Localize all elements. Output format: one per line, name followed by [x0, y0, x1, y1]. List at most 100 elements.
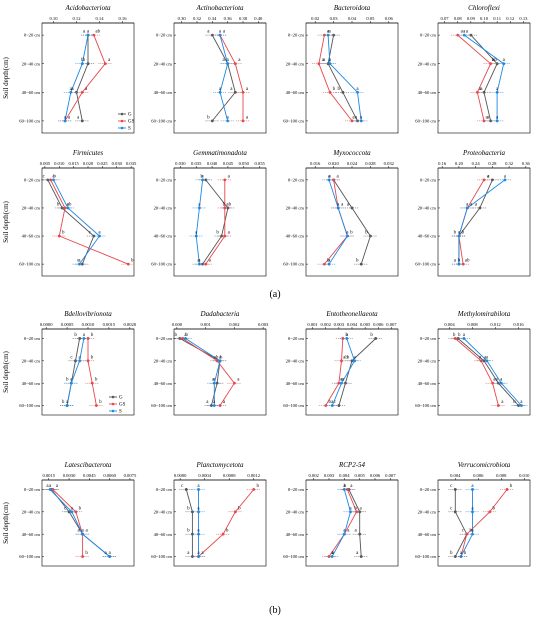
plot-frame [305, 479, 399, 567]
x-tick-label: 0.008 [496, 473, 507, 478]
significance-letter: b [346, 333, 349, 338]
data-point-gs [223, 206, 227, 210]
significance-letter: a [471, 506, 474, 511]
significance-letter: b [185, 333, 188, 338]
panel-chloroflexi: Chloroflexi 0.07 0.08 0.09 0.10 0.11 0.12 0.13 0… [415, 4, 531, 134]
data-point-s [218, 90, 222, 94]
data-point-g [482, 90, 486, 94]
data-point-s [201, 178, 204, 182]
data-point-g [220, 234, 223, 238]
significance-letter: a [485, 115, 488, 120]
significance-letter: b [492, 58, 495, 63]
data-point-g [80, 119, 84, 123]
y-tick-label: 0~20 cm [156, 177, 173, 182]
significance-letter: a [487, 115, 490, 120]
data-point-s [327, 262, 331, 266]
significance-letter: a [219, 87, 222, 92]
panel-title: Verrucomicrobiota [458, 461, 511, 469]
data-point-g [369, 234, 372, 238]
significance-letter: a [356, 551, 359, 556]
series-line-s [328, 179, 348, 265]
series-line-s [464, 34, 505, 121]
significance-letter: a [336, 174, 339, 179]
y-tick-label: 0~20 cm [420, 336, 437, 341]
y-tick-label: 20~40 cm [22, 509, 41, 514]
data-point-s [108, 555, 112, 558]
significance-letter: a [454, 259, 457, 264]
significance-letter: b [464, 551, 467, 556]
significance-letter: b [99, 400, 102, 405]
significance-letter: a [504, 174, 507, 179]
data-point-g [92, 234, 96, 238]
panel-myxococcota: Myxococcota 0.016 0.020 0.024 0.028 0.032 0~20… [283, 149, 399, 277]
panel-title: Actinobacteriota [195, 4, 244, 12]
x-tick-label: 0.035 [126, 161, 137, 166]
significance-letter: b [365, 231, 368, 236]
plot-frame [437, 167, 531, 277]
data-point-gs [479, 359, 483, 363]
y-tick-label: 0~20 cm [24, 177, 41, 182]
x-tick-label: 0.002 [321, 322, 332, 327]
x-tick-label: 0.032 [384, 161, 395, 166]
data-point-s [82, 337, 86, 340]
significance-letter: a [458, 231, 461, 236]
x-tick-label: 0.32 [193, 16, 202, 21]
data-point-s [194, 234, 198, 238]
significance-letter: a [197, 484, 200, 489]
significance-letter: a [327, 30, 330, 35]
x-tick-label: 0.24 [472, 161, 481, 166]
series-line-gs [205, 179, 226, 265]
significance-letter: a [246, 115, 249, 120]
x-tick-label: 0.028 [365, 161, 376, 166]
data-point-s [462, 337, 466, 340]
x-tick-label: 0.001 [200, 322, 211, 327]
data-point-gs [482, 119, 486, 123]
data-point-g [358, 532, 362, 536]
significance-letter: a [68, 115, 71, 120]
data-point-gs [223, 234, 227, 238]
y-axis-title: Soil depth(cm) [2, 56, 10, 98]
x-tick-label: 0.32 [505, 161, 514, 166]
panel-title: Latescibacterota [64, 461, 112, 469]
significance-letter: ab [67, 202, 72, 207]
y-tick-label: 20~40 cm [22, 206, 41, 211]
series-line-s [331, 489, 351, 557]
x-tick-label: 0.045 [223, 161, 234, 166]
significance-letter: a [83, 333, 86, 338]
panel-title: Gemmatimonadota [193, 149, 247, 157]
x-tick-label: 0.016 [513, 322, 524, 327]
data-point-s [503, 178, 507, 182]
data-point-g [350, 206, 354, 210]
data-point-gs [233, 510, 237, 514]
series-line-g [47, 179, 95, 265]
x-tick-label: 0.004 [339, 473, 350, 478]
y-axis-title: Soil depth(cm) [2, 200, 10, 242]
series-line-g [327, 35, 358, 122]
significance-letter: c [43, 174, 46, 179]
significance-letter: a [212, 378, 215, 383]
y-tick-label: 40~60 cm [154, 90, 173, 95]
data-point-s [326, 33, 330, 37]
y-tick-label: 40~60 cm [22, 381, 41, 386]
data-point-gs [482, 178, 486, 182]
significance-letter: a [486, 355, 489, 360]
series-line-gs [219, 34, 244, 121]
y-tick-label: 60~100 cm [283, 262, 304, 267]
significance-letter: b [493, 506, 496, 511]
legend-marker-s [111, 409, 115, 413]
y-tick-label: 0~20 cm [288, 177, 305, 182]
x-tick-label: 0.12 [506, 16, 515, 21]
y-tick-label: 20~40 cm [154, 509, 173, 514]
significance-letter: a [197, 529, 200, 534]
significance-letter: a [340, 378, 343, 383]
significance-letter: ab [465, 259, 470, 264]
panels-group: Acidobacteriota 0.10 0.12 0.14 0.16 0~20 cm 20… [2, 4, 531, 567]
data-point-s [349, 510, 352, 514]
significance-letter: a [197, 259, 200, 264]
x-tick-label: 0.0010 [82, 322, 95, 327]
data-point-gs [488, 510, 492, 514]
y-tick-label: 40~60 cm [286, 381, 305, 386]
